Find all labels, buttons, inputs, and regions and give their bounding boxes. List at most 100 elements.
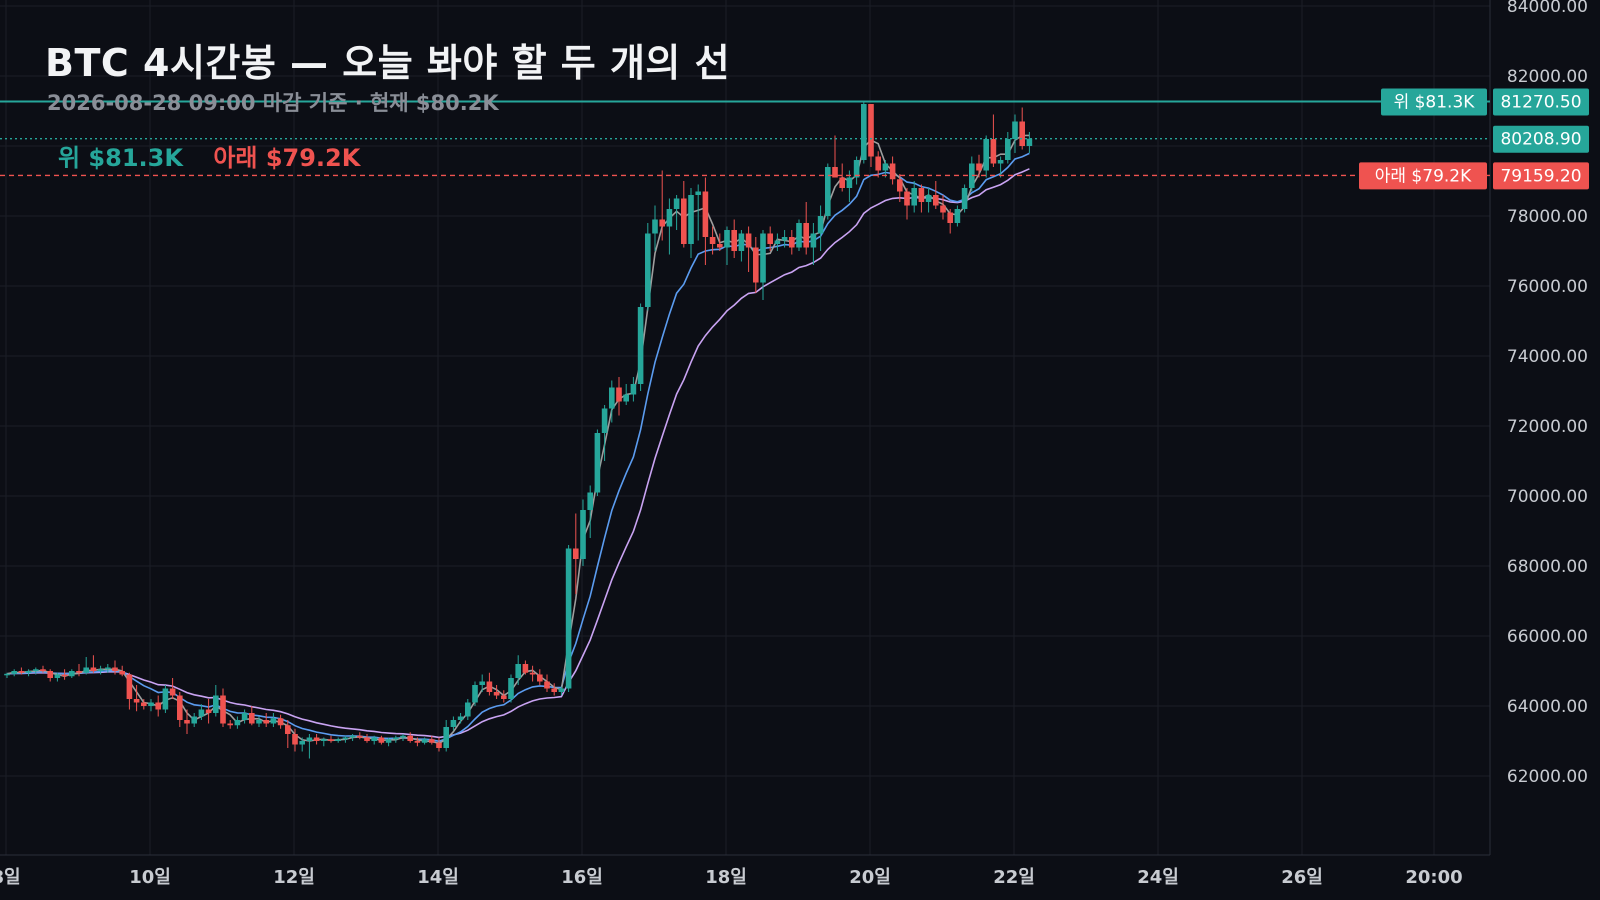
candle-body	[573, 548, 579, 559]
candle-body	[457, 716, 464, 720]
y-tick-label: 76000.00	[1507, 277, 1588, 297]
candle-body	[385, 739, 392, 743]
candle-body	[429, 739, 435, 743]
candle-body	[832, 167, 838, 178]
candle-body	[177, 695, 183, 720]
candle-body	[803, 223, 809, 248]
candle-body	[11, 671, 17, 674]
x-tick-label: 18일	[705, 867, 747, 888]
candle-body	[292, 734, 298, 745]
candle-body	[731, 230, 737, 251]
candle-body	[911, 188, 917, 206]
candle-body	[205, 709, 212, 713]
candle-body	[443, 727, 449, 748]
upper-level-label: 위 $81.3K	[58, 144, 183, 172]
candle-body	[616, 387, 622, 402]
candle-body	[601, 408, 608, 433]
candle-body	[328, 739, 334, 741]
candle-body	[256, 720, 262, 724]
x-tick-label: 8일	[0, 867, 21, 888]
candle-body	[882, 163, 889, 171]
candle-body	[688, 195, 694, 244]
candle-body	[868, 104, 874, 157]
candle-body	[241, 713, 248, 720]
candle-body	[393, 737, 399, 740]
candle-body	[724, 230, 730, 248]
candle-body	[227, 723, 233, 726]
candle-body	[760, 233, 766, 283]
y-tick-label: 68000.00	[1507, 557, 1588, 577]
x-tick-label: 24일	[1137, 867, 1179, 888]
candle-body	[537, 674, 543, 682]
candle-body	[565, 548, 572, 689]
candle-body	[940, 205, 946, 213]
candle-body	[825, 167, 831, 216]
candle-body	[630, 384, 637, 395]
y-tick-label: 84000.00	[1507, 0, 1588, 17]
candle-body	[349, 735, 356, 738]
candle-body	[637, 307, 644, 384]
candle-body	[119, 671, 125, 675]
x-tick-label: 22일	[993, 867, 1035, 888]
candle-body	[594, 433, 601, 493]
candle-body	[753, 247, 759, 283]
candle-body	[1012, 121, 1018, 139]
ma-mid-line	[6, 152, 1030, 743]
candle-body	[789, 237, 795, 248]
candle-body	[90, 667, 97, 671]
candle-body	[436, 742, 442, 748]
candle-body	[954, 209, 961, 223]
candle-body	[321, 739, 327, 741]
candle-body	[652, 219, 658, 234]
level-tag-text: 위 $81.3K	[1394, 93, 1476, 113]
candle-body	[277, 718, 284, 726]
candle-body	[141, 702, 147, 706]
candle-body	[450, 720, 457, 727]
price-label-text: 81270.50	[1500, 93, 1581, 113]
candle-body	[717, 244, 723, 248]
candle-body	[796, 223, 802, 248]
candle-body	[97, 669, 104, 671]
candle-body	[133, 699, 140, 703]
candle-body	[709, 237, 716, 244]
x-tick-label: 14일	[417, 867, 459, 888]
candle-body	[544, 681, 550, 689]
candle-body	[997, 160, 1004, 164]
candle-body	[486, 681, 493, 692]
candle-body	[472, 685, 478, 703]
candle-body	[493, 692, 500, 696]
candle-body	[659, 219, 665, 227]
level-legend: 위 $81.3K 아래 $79.2K	[58, 138, 360, 173]
candle-body	[400, 735, 406, 738]
candle-body	[623, 394, 629, 402]
candle-body	[839, 177, 845, 188]
price-label-text: 80208.90	[1500, 130, 1581, 150]
level-tag-box	[1381, 88, 1487, 116]
grid-group	[0, 0, 1490, 855]
candle-body	[1026, 138, 1033, 146]
candle-body	[904, 191, 910, 206]
candle-body	[551, 688, 557, 692]
candle-body	[25, 671, 32, 673]
candle-body	[162, 688, 169, 710]
candle-body	[40, 669, 46, 671]
candle-body	[54, 674, 61, 678]
y-tick-label: 70000.00	[1507, 487, 1588, 507]
candle-body	[587, 492, 593, 510]
candle-body	[681, 198, 687, 244]
candle-body	[666, 209, 673, 227]
candle-body	[918, 188, 925, 202]
candles-group	[4, 100, 1033, 759]
candle-body	[976, 163, 982, 171]
candle-body	[515, 664, 521, 678]
candle-body	[18, 671, 25, 673]
candle-body	[220, 695, 226, 724]
candle-body	[364, 737, 370, 741]
candle-body	[645, 233, 651, 307]
candle-body	[299, 741, 305, 745]
candle-body	[126, 674, 133, 699]
candle-body	[774, 240, 781, 244]
candle-body	[846, 177, 853, 188]
candle-body	[925, 195, 932, 202]
